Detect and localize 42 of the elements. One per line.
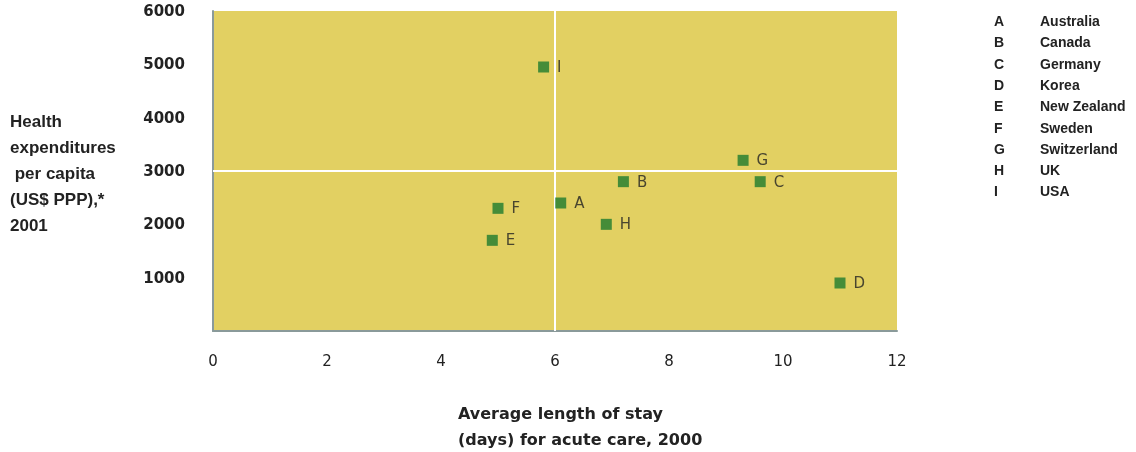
data-label: C	[773, 172, 785, 191]
x-axis-title: Average length of stay (days) for acute care, 2000	[458, 403, 703, 449]
point	[600, 218, 612, 230]
point	[492, 202, 504, 214]
x-tick-label: 4	[436, 351, 446, 370]
point	[737, 154, 749, 166]
y-axis-title: Health expenditures per capita (US$ PPP),* 2001	[10, 111, 116, 235]
text: B Canada	[994, 34, 1091, 51]
data-label: F	[511, 199, 521, 218]
y-tick-label: 3000	[143, 162, 185, 180]
y-tick-label: 1000	[143, 268, 185, 287]
data-label: D	[853, 274, 866, 292]
text: G Switzerland	[994, 140, 1118, 157]
x-tick-label: 2	[322, 351, 332, 370]
text: F Sweden	[994, 119, 1093, 136]
text: A Australia	[994, 13, 1100, 29]
data-label: H	[619, 215, 632, 234]
data-label: E	[505, 231, 516, 250]
point	[538, 61, 550, 73]
point	[834, 277, 846, 289]
x-tick-label: 12	[887, 351, 907, 370]
data-label: B	[636, 172, 648, 191]
y-tick-label: 2000	[143, 215, 185, 234]
data-label: G	[756, 151, 769, 170]
text: C Germany	[994, 55, 1101, 72]
x-tick-label: 0	[208, 351, 218, 370]
point	[486, 234, 498, 246]
y-tick-label: 6000	[143, 2, 185, 20]
x-tick-label: 10	[773, 351, 793, 370]
text: I USA	[994, 183, 1070, 200]
data-label: I	[557, 58, 562, 76]
x-tick-label: 8	[664, 351, 674, 370]
point	[555, 197, 567, 209]
point	[754, 176, 766, 188]
text: D Korea	[994, 76, 1080, 93]
text: E New Zealand	[994, 98, 1126, 115]
y-tick-label: 4000	[143, 108, 185, 127]
text: H UK	[994, 162, 1061, 179]
x-tick-label: 6	[550, 351, 560, 370]
data-label: A	[574, 194, 586, 212]
point	[617, 176, 629, 188]
y-tick-label: 5000	[143, 55, 185, 74]
